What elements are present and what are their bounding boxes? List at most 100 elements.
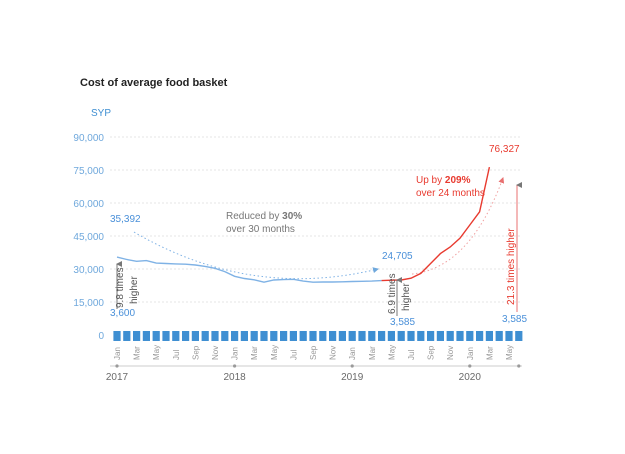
- baseline-bar: [368, 331, 376, 341]
- year-labels: 2017 2018 2019 2020: [106, 364, 521, 383]
- month-label: Sep: [427, 345, 436, 360]
- baseline-bar: [182, 331, 190, 341]
- baseline-bar: [338, 331, 346, 341]
- annotation-reduced-line1: Reduced by 30%: [226, 211, 302, 222]
- baseline-bar: [397, 331, 405, 341]
- y-tick-label: 90,000: [73, 133, 104, 144]
- month-label: Nov: [329, 346, 338, 360]
- baseline-bar: [289, 331, 297, 341]
- baseline-bar: [466, 331, 474, 341]
- baseline-bar: [191, 331, 199, 341]
- y-tick-label: 0: [98, 331, 104, 342]
- baseline-bar: [319, 331, 327, 341]
- month-label: Jul: [289, 350, 298, 360]
- year-label: 2019: [341, 372, 364, 383]
- baseline-bar: [133, 331, 141, 341]
- increase-trend-line: [411, 177, 505, 275]
- year-label: 2018: [223, 372, 246, 383]
- month-labels: Jan Mar May Jul Sep Nov Jan Mar May Jul Sep Nov Jan M…: [113, 345, 514, 360]
- baseline-bar: [162, 331, 170, 341]
- label-baseline-start: 3,600: [110, 308, 135, 319]
- baseline-bars: [113, 331, 523, 341]
- baseline-bar: [142, 331, 150, 341]
- month-label: Nov: [446, 346, 455, 360]
- baseline-bar: [113, 331, 121, 341]
- baseline-bar: [309, 331, 317, 341]
- ratio-label-3: 21.3 times higher: [506, 228, 517, 305]
- month-label: May: [152, 345, 161, 360]
- baseline-bar: [240, 331, 248, 341]
- chart-title: Cost of average food basket: [80, 77, 228, 89]
- baseline-bar: [407, 331, 415, 341]
- month-label: Mar: [368, 346, 377, 360]
- baseline-bar: [485, 331, 493, 341]
- annotation-up-line2: over 24 months: [416, 188, 485, 199]
- baseline-bar: [201, 331, 209, 341]
- baseline-bar: [123, 331, 131, 341]
- baseline-bar: [387, 331, 395, 341]
- baseline-bar: [456, 331, 464, 341]
- baseline-bar: [358, 331, 366, 341]
- baseline-bar: [348, 331, 356, 341]
- baseline-bar: [446, 331, 454, 341]
- year-label: 2020: [459, 372, 482, 383]
- baseline-bar: [515, 331, 523, 341]
- month-label: May: [270, 345, 279, 360]
- month-label: Jul: [407, 350, 416, 360]
- month-label: Jan: [113, 347, 122, 360]
- label-end-value: 76,327: [489, 144, 520, 155]
- ratio-label-2a: 6.9 times: [387, 273, 398, 314]
- label-baseline-mid: 3,585: [390, 317, 415, 328]
- y-tick-label: 15,000: [73, 298, 104, 309]
- ratio-label-1b: higher: [129, 276, 140, 304]
- baseline-bar: [417, 331, 425, 341]
- month-label: Sep: [309, 345, 318, 360]
- baseline-bar: [221, 331, 229, 341]
- baseline-bar: [260, 331, 268, 341]
- baseline-bar: [299, 331, 307, 341]
- baseline-bar: [495, 331, 503, 341]
- y-tick-label: 30,000: [73, 265, 104, 276]
- year-tick: [468, 364, 472, 368]
- y-tick-label: 75,000: [73, 166, 104, 177]
- ratio-label-1a: 9.8 times: [115, 267, 126, 308]
- annotation-reduced-line2: over 30 months: [226, 224, 295, 235]
- axis-end-tick: [517, 364, 521, 368]
- month-label: Mar: [485, 346, 494, 360]
- month-label: Mar: [250, 346, 259, 360]
- year-label: 2017: [106, 372, 129, 383]
- month-label: Nov: [211, 346, 220, 360]
- month-label: Jul: [172, 350, 181, 360]
- y-tick-label: 60,000: [73, 199, 104, 210]
- y-axis-unit: SYP: [91, 108, 111, 119]
- label-mid-value: 24,705: [382, 251, 413, 262]
- baseline-bar: [378, 331, 386, 341]
- month-label: May: [387, 345, 396, 360]
- month-label: May: [505, 345, 514, 360]
- year-tick: [350, 364, 354, 368]
- baseline-bar: [436, 331, 444, 341]
- baseline-bar: [152, 331, 160, 341]
- y-tick-label: 45,000: [73, 232, 104, 243]
- reduction-trend-line: [133, 231, 379, 280]
- y-tick-labels: 0 15,000 30,000 45,000 60,000 75,000 90,000: [73, 133, 104, 342]
- baseline-bar: [172, 331, 180, 341]
- baseline-bar: [270, 331, 278, 341]
- gridlines: [110, 136, 522, 303]
- month-label: Mar: [133, 346, 142, 360]
- baseline-bar: [250, 331, 258, 341]
- baseline-bar: [505, 331, 513, 341]
- month-label: Jan: [348, 347, 357, 360]
- year-tick: [115, 364, 119, 368]
- annotation-up-line1: Up by 209%: [416, 175, 471, 186]
- label-baseline-end: 3,585: [502, 314, 527, 325]
- year-tick: [233, 364, 237, 368]
- month-label: Sep: [191, 345, 200, 360]
- ratio-label-2b: higher: [401, 283, 412, 311]
- label-start-value: 35,392: [110, 214, 141, 225]
- baseline-bar: [280, 331, 288, 341]
- month-label: Jan: [231, 347, 240, 360]
- baseline-bar: [476, 331, 484, 341]
- baseline-bar: [231, 331, 239, 341]
